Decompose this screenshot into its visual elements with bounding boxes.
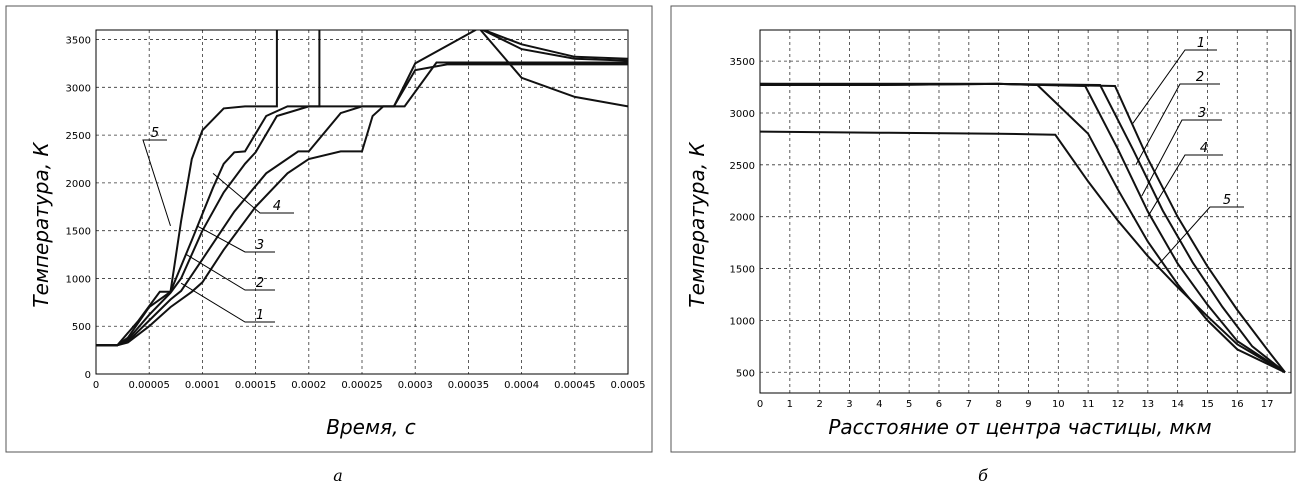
curve-label-4: 4 <box>1200 141 1208 156</box>
plot-area <box>95 29 629 375</box>
panel-a-chart: 0 0.00005 0.0001 0.00015 0.0002 0.00025 0.0003… <box>66 29 646 391</box>
y-tick-label: 1000 <box>66 274 91 285</box>
curve-label-5: 5 <box>1223 193 1231 208</box>
curve-label-leader <box>1147 154 1223 217</box>
y-tick-label: 1500 <box>730 265 755 276</box>
curve-label-4: 4 <box>273 199 281 214</box>
curve-label-leader <box>1132 49 1217 124</box>
x-tick-label: 0 <box>757 399 763 410</box>
curve-label-leader <box>212 172 294 214</box>
y-tick-label: 500 <box>72 322 91 333</box>
curve-label-leader <box>1141 119 1222 197</box>
x-tick-label: 16 <box>1231 399 1244 410</box>
y-tick-label: 3500 <box>730 57 755 68</box>
x-tick-label: 15 <box>1201 399 1214 410</box>
x-tick-label: 7 <box>966 399 972 410</box>
y-tick-label: 2000 <box>66 179 91 190</box>
x-tick-label: 6 <box>936 399 942 410</box>
x-tick-label: 9 <box>1025 399 1031 410</box>
curve-label-5: 5 <box>151 126 159 141</box>
y-tick-label: 3500 <box>66 36 91 47</box>
series-line-2 <box>96 63 628 347</box>
series-line-2 <box>760 82 1286 374</box>
x-tick-label: 2 <box>816 399 822 410</box>
x-tick-label: 0.00015 <box>235 380 276 391</box>
x-tick-label: 0.0001 <box>185 380 220 391</box>
panel-a-y-axis-label: Температура, К <box>29 142 53 308</box>
curve-label-leader <box>180 282 275 323</box>
x-tick-label: 0 <box>93 380 99 391</box>
x-tick-label: 8 <box>995 399 1001 410</box>
curve-label-3: 3 <box>1198 106 1206 121</box>
y-tick-label: 1000 <box>730 316 755 327</box>
x-tick-label: 17 <box>1261 399 1274 410</box>
series-line-3 <box>760 82 1286 374</box>
curve-label-3: 3 <box>256 238 264 253</box>
curve-label-leader <box>186 254 275 291</box>
x-tick-label: 0.0003 <box>398 380 433 391</box>
panel-b-x-axis-label: Расстояние от центра частицы, мкм <box>828 415 1211 439</box>
x-tick-label: 0.00035 <box>448 380 489 391</box>
panel-a-x-axis-label: Время, с <box>326 415 416 439</box>
y-tick-label: 0 <box>85 370 91 381</box>
curve-label-2: 2 <box>256 276 264 291</box>
curve-label-leader <box>196 225 275 253</box>
x-tick-label: 10 <box>1052 399 1065 410</box>
panel-b-label: б <box>978 466 988 485</box>
panel-a-label: а <box>333 466 343 485</box>
x-tick-label: 11 <box>1082 399 1095 410</box>
x-tick-label: 13 <box>1141 399 1154 410</box>
curve-label-leader <box>1156 206 1244 267</box>
x-tick-label: 0.00005 <box>129 380 170 391</box>
series-line-1 <box>760 82 1286 373</box>
series-line-5 <box>760 130 1286 374</box>
y-tick-label: 1500 <box>66 227 91 238</box>
curve-label-1: 1 <box>256 308 264 323</box>
x-tick-label: 0.0004 <box>504 380 539 391</box>
x-tick-label: 0.00025 <box>341 380 382 391</box>
y-tick-label: 3000 <box>66 83 91 94</box>
series-line-3 <box>96 30 628 347</box>
series-line-5 <box>96 30 628 347</box>
panel-b-y-axis-label: Температура, К <box>685 142 709 308</box>
panel-b-frame <box>670 5 1296 453</box>
y-tick-label: 2500 <box>730 161 755 172</box>
series-line-4 <box>760 82 1286 374</box>
curve-label-2: 2 <box>1196 70 1204 85</box>
x-tick-label: 0.0005 <box>611 380 646 391</box>
x-tick-label: 14 <box>1171 399 1184 410</box>
y-tick-label: 2000 <box>730 213 755 224</box>
x-tick-label: 0.0002 <box>291 380 326 391</box>
y-tick-label: 3000 <box>730 109 755 120</box>
panel-b-chart: 0 1 2 3 4 5 6 7 8 9 10 11 12 13 14 15 16 1750010001500200… <box>730 29 1292 410</box>
y-tick-label: 2500 <box>66 131 91 142</box>
curve-label-leader <box>1135 83 1220 166</box>
plot-area <box>759 29 1292 394</box>
x-tick-label: 1 <box>787 399 793 410</box>
y-tick-label: 500 <box>736 368 755 379</box>
curve-label-1: 1 <box>1197 36 1205 51</box>
x-tick-label: 5 <box>906 399 912 410</box>
x-tick-label: 3 <box>846 399 852 410</box>
x-tick-label: 4 <box>876 399 882 410</box>
panel-a-frame <box>5 5 653 453</box>
x-tick-label: 12 <box>1112 399 1125 410</box>
curve-label-leader <box>142 139 171 227</box>
series-line-1 <box>96 61 628 347</box>
x-tick-label: 0.00045 <box>554 380 595 391</box>
